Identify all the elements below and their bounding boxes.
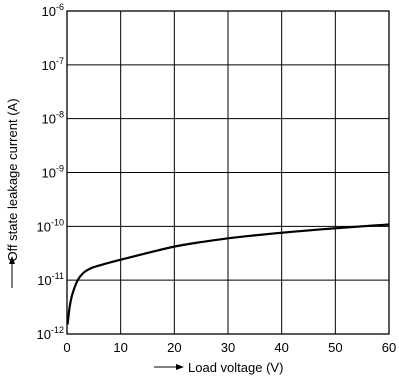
y-axis-ticks: 10-12 10-11 10-10 10-9 10-8 10-7 10-6: [37, 2, 64, 342]
x-axis-ticks: 0 10 20 30 40 50 60: [63, 340, 396, 355]
y-tick-label: 10-12: [37, 325, 64, 342]
x-tick-label: 60: [382, 340, 396, 355]
y-tick-label: 10-11: [37, 271, 64, 288]
x-tick-label: 50: [328, 340, 342, 355]
x-tick-label: 0: [63, 340, 70, 355]
y-tick-label: 10-9: [42, 164, 64, 181]
x-tick-label: 40: [274, 340, 288, 355]
plot-frame: [66, 10, 390, 335]
x-tick-label: 10: [113, 340, 127, 355]
series-layer: [66, 223, 390, 325]
y-axis-title: Off state leakage current (A): [5, 98, 20, 261]
y-tick-label: 10-10: [37, 217, 64, 234]
x-axis-label: Load voltage (V): [188, 360, 283, 375]
y-tick-label: 10-7: [42, 56, 64, 73]
leakage-current-line: [66, 223, 390, 325]
x-tick-label: 30: [221, 340, 235, 355]
y-axis-label: Off state leakage current (A): [5, 98, 20, 261]
y-tick-label: 10-8: [42, 110, 64, 127]
x-axis-arrow: [154, 364, 184, 370]
chart-grid: [67, 11, 389, 334]
x-tick-label: 20: [167, 340, 181, 355]
y-axis-arrow: [9, 256, 15, 288]
y-tick-label: 10-6: [42, 2, 64, 19]
